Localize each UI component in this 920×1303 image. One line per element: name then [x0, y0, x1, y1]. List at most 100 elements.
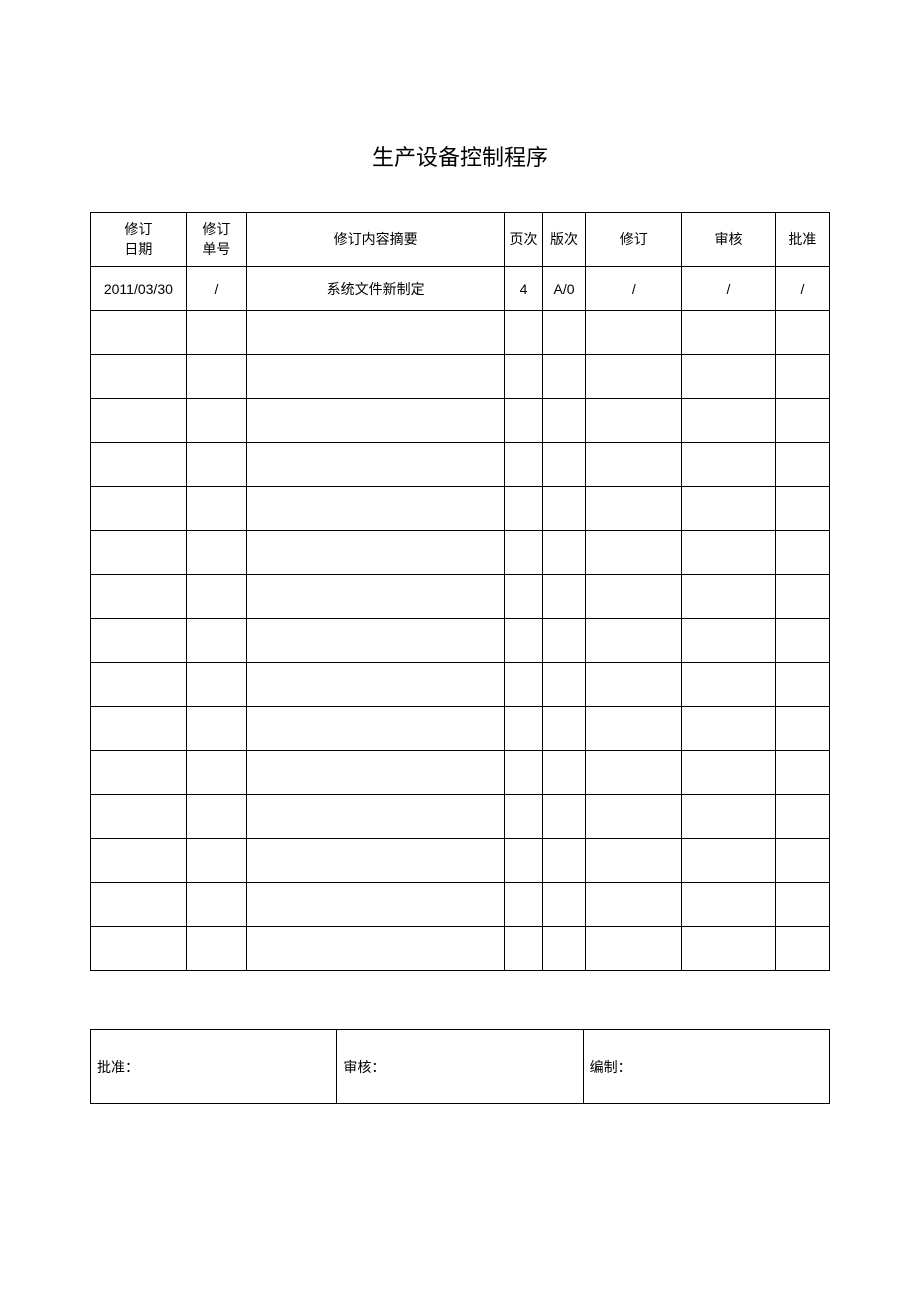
- empty-cell: [775, 443, 829, 487]
- empty-cell: [247, 883, 505, 927]
- empty-cell: [542, 751, 586, 795]
- table-row: [91, 355, 830, 399]
- empty-cell: [91, 531, 187, 575]
- empty-cell: [505, 575, 542, 619]
- table-row: [91, 311, 830, 355]
- empty-cell: [247, 619, 505, 663]
- empty-cell: [542, 619, 586, 663]
- empty-cell: [586, 839, 682, 883]
- empty-cell: [542, 575, 586, 619]
- empty-cell: [91, 751, 187, 795]
- empty-cell: [91, 927, 187, 971]
- empty-cell: [247, 575, 505, 619]
- empty-cell: [186, 355, 246, 399]
- cell-date: 2011/03/30: [91, 267, 187, 311]
- document-title: 生产设备控制程序: [90, 140, 830, 172]
- empty-cell: [586, 663, 682, 707]
- empty-cell: [775, 883, 829, 927]
- empty-cell: [505, 927, 542, 971]
- sig-review: 审核：: [337, 1030, 583, 1104]
- empty-cell: [586, 443, 682, 487]
- empty-cell: [91, 795, 187, 839]
- empty-cell: [505, 487, 542, 531]
- empty-cell: [682, 531, 776, 575]
- revision-table: 修订日期 修订单号 修订内容摘要 页次 版次 修订 审核 批准 2011/03/…: [90, 212, 830, 971]
- table-row: [91, 839, 830, 883]
- empty-cell: [505, 399, 542, 443]
- cell-summary: 系统文件新制定: [247, 267, 505, 311]
- empty-cell: [775, 619, 829, 663]
- empty-cell: [542, 399, 586, 443]
- empty-cell: [247, 663, 505, 707]
- empty-cell: [542, 443, 586, 487]
- empty-cell: [186, 883, 246, 927]
- table-row: [91, 575, 830, 619]
- empty-cell: [682, 619, 776, 663]
- cell-page: 4: [505, 267, 542, 311]
- empty-cell: [682, 663, 776, 707]
- empty-cell: [682, 311, 776, 355]
- empty-cell: [775, 707, 829, 751]
- empty-cell: [91, 355, 187, 399]
- empty-cell: [682, 927, 776, 971]
- empty-cell: [91, 443, 187, 487]
- empty-cell: [505, 707, 542, 751]
- empty-cell: [91, 575, 187, 619]
- empty-cell: [186, 575, 246, 619]
- sig-approve: 批准：: [91, 1030, 337, 1104]
- header-number: 修订单号: [186, 213, 246, 267]
- empty-cell: [542, 839, 586, 883]
- empty-cell: [775, 663, 829, 707]
- empty-cell: [682, 355, 776, 399]
- empty-cell: [505, 531, 542, 575]
- empty-cell: [682, 883, 776, 927]
- empty-cell: [586, 487, 682, 531]
- empty-cell: [682, 795, 776, 839]
- empty-cell: [186, 399, 246, 443]
- empty-cell: [186, 795, 246, 839]
- empty-cell: [247, 839, 505, 883]
- empty-cell: [247, 707, 505, 751]
- header-version: 版次: [542, 213, 586, 267]
- empty-cell: [775, 531, 829, 575]
- empty-cell: [186, 707, 246, 751]
- empty-cell: [542, 663, 586, 707]
- table-row: [91, 531, 830, 575]
- empty-cell: [247, 531, 505, 575]
- empty-cell: [586, 575, 682, 619]
- empty-cell: [247, 443, 505, 487]
- empty-cell: [186, 443, 246, 487]
- empty-cell: [505, 311, 542, 355]
- table-row: [91, 487, 830, 531]
- empty-cell: [542, 487, 586, 531]
- signature-table: 批准： 审核： 编制：: [90, 1029, 830, 1104]
- cell-revision: /: [586, 267, 682, 311]
- empty-cell: [586, 619, 682, 663]
- table-row: [91, 707, 830, 751]
- empty-cell: [247, 399, 505, 443]
- empty-cell: [682, 839, 776, 883]
- empty-cell: [775, 795, 829, 839]
- empty-cell: [542, 883, 586, 927]
- cell-approval: /: [775, 267, 829, 311]
- empty-cell: [91, 839, 187, 883]
- cell-version: A/0: [542, 267, 586, 311]
- empty-cell: [247, 795, 505, 839]
- table-body: 2011/03/30 / 系统文件新制定 4 A/0 / / /: [91, 267, 830, 971]
- empty-cell: [586, 531, 682, 575]
- empty-cell: [775, 399, 829, 443]
- empty-cell: [186, 311, 246, 355]
- empty-cell: [247, 355, 505, 399]
- empty-cell: [91, 311, 187, 355]
- empty-cell: [505, 839, 542, 883]
- header-summary: 修订内容摘要: [247, 213, 505, 267]
- empty-cell: [542, 927, 586, 971]
- empty-cell: [186, 619, 246, 663]
- empty-cell: [91, 663, 187, 707]
- empty-cell: [247, 751, 505, 795]
- empty-cell: [682, 399, 776, 443]
- empty-cell: [247, 311, 505, 355]
- header-page: 页次: [505, 213, 542, 267]
- header-revision: 修订: [586, 213, 682, 267]
- table-row: [91, 619, 830, 663]
